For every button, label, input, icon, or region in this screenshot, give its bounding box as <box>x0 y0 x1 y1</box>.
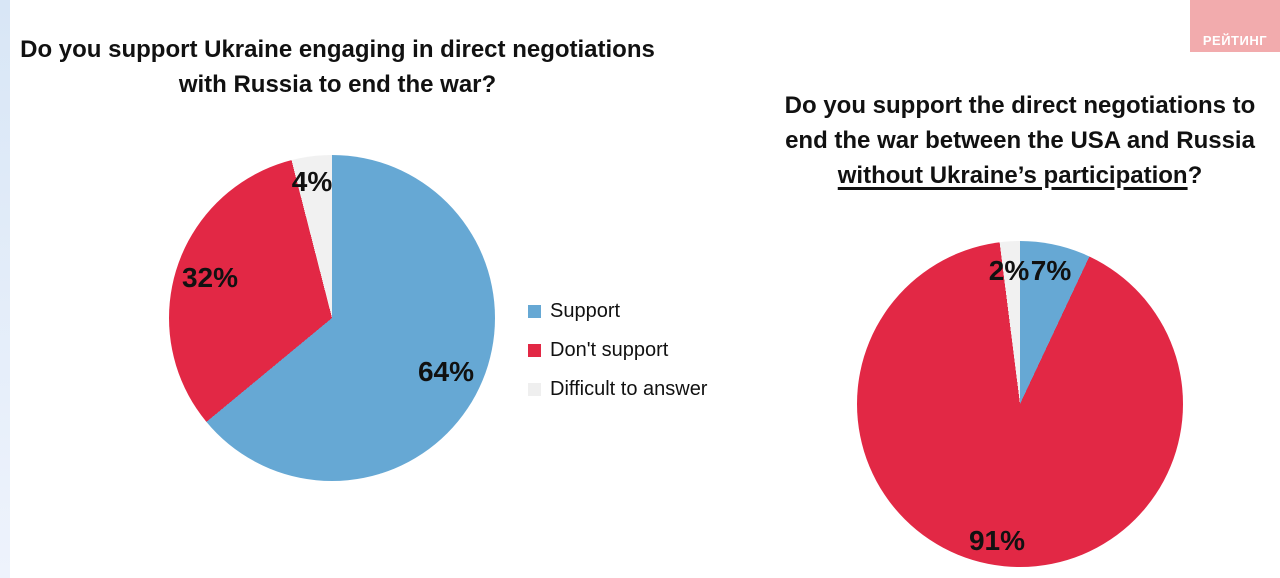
legend-item-difficult: Difficult to answer <box>528 376 707 402</box>
right-chart-title-line1: Do you support the direct negotiations t… <box>784 92 1256 119</box>
right-chart-title-underlined-phrase: without Ukraine’s participation <box>837 162 1188 189</box>
left-pie-label-support: 64% <box>417 356 475 387</box>
right-chart-title-question-mark: ? <box>1187 162 1203 189</box>
rating-group-logo: РЕЙТИНГ <box>1190 0 1280 52</box>
right-chart-title: Do you support the direct negotiations t… <box>780 88 1260 193</box>
left-chart-title-line2: with Russia to end the war? <box>178 71 497 98</box>
left-pie-label-dont-support: 32% <box>181 262 239 293</box>
legend-item-support: Support <box>528 298 707 324</box>
right-pie-chart <box>857 241 1183 567</box>
left-accent-strip <box>0 0 10 578</box>
legend-item-dont-support: Don't support <box>528 337 707 363</box>
legend-swatch-difficult <box>528 382 541 396</box>
right-chart-title-line2: end the war between the USA and Russia <box>785 127 1255 154</box>
right-pie-label-dont-support: 91% <box>968 525 1026 556</box>
right-chart-title-line3: without Ukraine’s participation? <box>780 158 1260 193</box>
legend-label-difficult: Difficult to answer <box>550 377 708 400</box>
legend: Support Don't support Difficult to answe… <box>528 298 707 415</box>
right-pie-label-support: 7% <box>1030 255 1072 286</box>
legend-label-support: Support <box>550 299 621 322</box>
left-chart-title-line1: Do you support Ukraine engaging in direc… <box>20 36 655 63</box>
left-pie-chart <box>169 155 495 481</box>
right-pie-label-difficult: 2% <box>988 255 1030 286</box>
left-pie-label-difficult: 4% <box>291 166 333 197</box>
left-chart-title: Do you support Ukraine engaging in direc… <box>15 32 660 102</box>
legend-swatch-support <box>528 304 541 318</box>
legend-label-dont-support: Don't support <box>550 338 669 361</box>
rating-group-logo-text: РЕЙТИНГ <box>1202 33 1268 48</box>
legend-swatch-dont-support <box>528 343 541 357</box>
